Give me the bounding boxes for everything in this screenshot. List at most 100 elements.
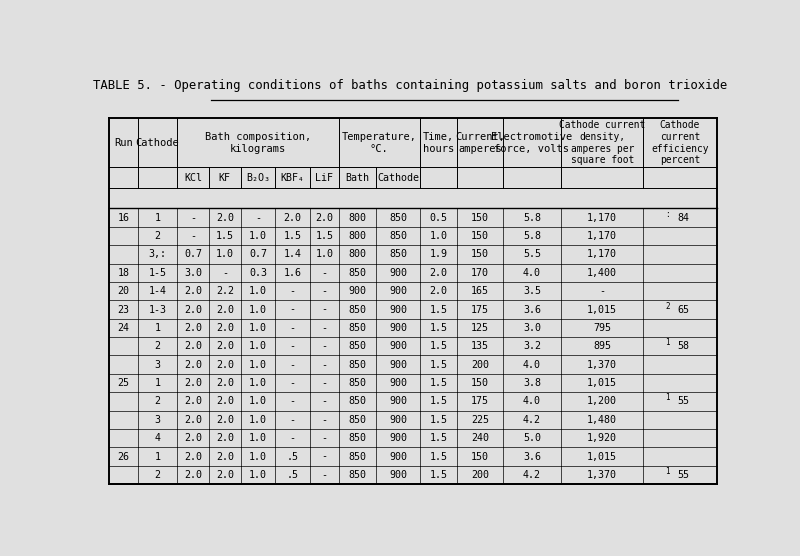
Text: 26: 26 <box>118 451 130 461</box>
Text: 3.0: 3.0 <box>184 268 202 278</box>
Text: 5.0: 5.0 <box>523 433 541 443</box>
Text: -: - <box>290 305 296 315</box>
Text: -: - <box>322 415 327 425</box>
Text: 240: 240 <box>471 433 489 443</box>
Text: B₂O₃: B₂O₃ <box>246 172 270 182</box>
Text: 900: 900 <box>349 286 366 296</box>
Text: 850: 850 <box>349 470 366 480</box>
Text: 200: 200 <box>471 360 489 370</box>
Text: 2.0: 2.0 <box>315 212 334 222</box>
Text: 1.0: 1.0 <box>249 305 267 315</box>
Text: .5: .5 <box>286 470 298 480</box>
Text: 1.5: 1.5 <box>430 341 447 351</box>
Text: 1.5: 1.5 <box>430 433 447 443</box>
Text: KCl: KCl <box>184 172 202 182</box>
Text: 900: 900 <box>389 451 407 461</box>
Text: 900: 900 <box>389 305 407 315</box>
Text: TABLE 5. - Operating conditions of baths containing potassium salts and boron tr: TABLE 5. - Operating conditions of baths… <box>93 80 727 92</box>
Text: -: - <box>290 415 296 425</box>
Text: 2.0: 2.0 <box>430 286 447 296</box>
Text: 1: 1 <box>154 451 161 461</box>
Text: 3.8: 3.8 <box>523 378 541 388</box>
Text: Temperature,
°C.: Temperature, °C. <box>342 132 417 153</box>
Text: 800: 800 <box>349 231 366 241</box>
Text: 2.0: 2.0 <box>216 415 234 425</box>
Text: 2.0: 2.0 <box>216 360 234 370</box>
Text: 1.0: 1.0 <box>249 451 267 461</box>
Text: -: - <box>322 341 327 351</box>
Text: 1.0: 1.0 <box>249 378 267 388</box>
Text: 2.0: 2.0 <box>184 451 202 461</box>
Text: 2.2: 2.2 <box>216 286 234 296</box>
Text: -: - <box>322 305 327 315</box>
Text: 135: 135 <box>471 341 489 351</box>
Text: 1.0: 1.0 <box>249 415 267 425</box>
Text: -: - <box>255 212 261 222</box>
Text: 55: 55 <box>677 470 689 480</box>
Text: -: - <box>322 396 327 406</box>
Text: 18: 18 <box>118 268 130 278</box>
Text: 3.2: 3.2 <box>523 341 541 351</box>
Text: 795: 795 <box>593 323 611 333</box>
Text: 850: 850 <box>349 415 366 425</box>
Text: 3: 3 <box>154 360 161 370</box>
Text: 4.0: 4.0 <box>523 360 541 370</box>
Text: 850: 850 <box>389 231 407 241</box>
Text: 5.5: 5.5 <box>523 250 541 260</box>
Text: 1-3: 1-3 <box>149 305 166 315</box>
Text: :: : <box>666 210 670 219</box>
Text: 800: 800 <box>349 212 366 222</box>
Text: 3.6: 3.6 <box>523 451 541 461</box>
Text: 1.0: 1.0 <box>249 396 267 406</box>
Text: 850: 850 <box>349 396 366 406</box>
Text: 2: 2 <box>154 470 161 480</box>
Text: -: - <box>290 286 296 296</box>
Text: 20: 20 <box>118 286 130 296</box>
Text: 2.0: 2.0 <box>216 305 234 315</box>
Text: -: - <box>322 451 327 461</box>
Text: 150: 150 <box>471 231 489 241</box>
Text: 1.6: 1.6 <box>284 268 302 278</box>
Text: 1.0: 1.0 <box>249 231 267 241</box>
Text: 1.5: 1.5 <box>430 305 447 315</box>
Text: -: - <box>190 212 196 222</box>
Text: 150: 150 <box>471 250 489 260</box>
Text: 850: 850 <box>349 305 366 315</box>
Text: 150: 150 <box>471 378 489 388</box>
Text: 1,015: 1,015 <box>587 451 617 461</box>
Text: 2.0: 2.0 <box>184 415 202 425</box>
Text: 2.0: 2.0 <box>184 286 202 296</box>
Text: 1.5: 1.5 <box>430 415 447 425</box>
Text: -: - <box>322 323 327 333</box>
Text: 4.2: 4.2 <box>523 470 541 480</box>
Text: -: - <box>322 378 327 388</box>
Text: 850: 850 <box>349 451 366 461</box>
Text: 850: 850 <box>349 268 366 278</box>
Text: -: - <box>190 231 196 241</box>
Text: 1.5: 1.5 <box>430 470 447 480</box>
Text: 170: 170 <box>471 268 489 278</box>
Text: 2.0: 2.0 <box>216 341 234 351</box>
Text: 2.0: 2.0 <box>184 378 202 388</box>
Text: 175: 175 <box>471 396 489 406</box>
Text: 2.0: 2.0 <box>184 305 202 315</box>
Text: 2.0: 2.0 <box>184 341 202 351</box>
Text: 1-4: 1-4 <box>149 286 166 296</box>
Text: 1.0: 1.0 <box>249 433 267 443</box>
Text: 1: 1 <box>666 339 670 348</box>
Text: 1: 1 <box>666 394 670 403</box>
Text: 1.5: 1.5 <box>430 451 447 461</box>
Text: 1.5: 1.5 <box>430 396 447 406</box>
Text: 2.0: 2.0 <box>216 433 234 443</box>
Text: 3.5: 3.5 <box>523 286 541 296</box>
Text: 200: 200 <box>471 470 489 480</box>
Text: 1.0: 1.0 <box>249 323 267 333</box>
Text: 2.0: 2.0 <box>184 470 202 480</box>
Text: .5: .5 <box>286 451 298 461</box>
Text: 1.0: 1.0 <box>249 360 267 370</box>
Text: 900: 900 <box>389 268 407 278</box>
Text: 3: 3 <box>154 415 161 425</box>
Text: -: - <box>290 360 296 370</box>
Text: 850: 850 <box>349 341 366 351</box>
Text: 1.5: 1.5 <box>430 360 447 370</box>
